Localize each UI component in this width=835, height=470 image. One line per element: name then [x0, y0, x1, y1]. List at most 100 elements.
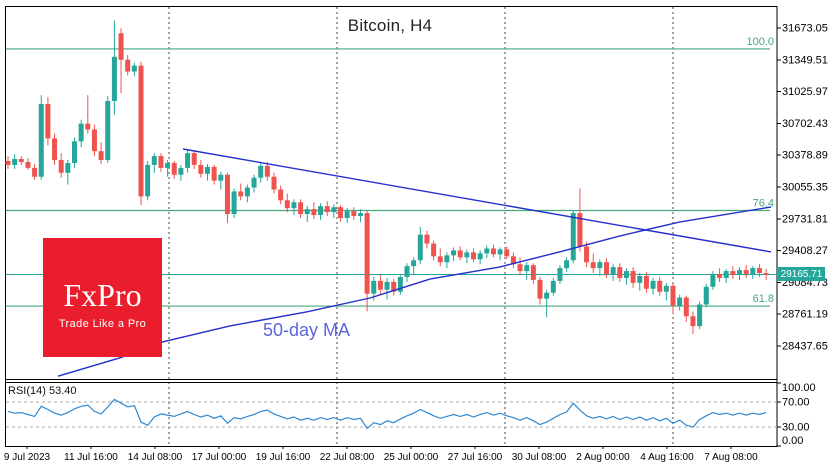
rsi-indicator-label: RSI(14) 53.40: [8, 385, 77, 397]
candle-body: [271, 176, 277, 190]
candle: [763, 269, 769, 280]
candle: [630, 267, 636, 288]
candle-body: [224, 174, 230, 215]
time-axis-label: 14 Jul 08:00: [128, 452, 183, 463]
candle-body: [737, 270, 742, 275]
candle: [38, 95, 44, 180]
candle: [111, 20, 117, 115]
candle-body: [517, 264, 523, 272]
candle: [25, 158, 31, 170]
candle: [677, 294, 683, 311]
candle: [424, 230, 430, 249]
candle-body: [604, 262, 609, 275]
candle: [344, 208, 350, 223]
candle: [218, 171, 224, 190]
candle-body: [65, 162, 71, 173]
candle: [324, 201, 330, 217]
candle-body: [743, 270, 749, 275]
candle-body: [278, 189, 284, 201]
time-axis-label: 11 Jul 16:00: [64, 452, 118, 463]
candle-body: [717, 274, 723, 278]
price-axis-label: 29731.81: [782, 213, 828, 225]
candle: [544, 289, 550, 318]
candle-body: [417, 234, 423, 261]
candle-body: [72, 141, 77, 163]
candle: [411, 257, 417, 275]
candle-body: [85, 123, 91, 130]
candle-body: [477, 253, 483, 260]
candle-body: [158, 156, 164, 168]
candle-body: [324, 206, 330, 213]
candle: [697, 301, 703, 330]
candle-body: [577, 213, 583, 247]
price-axis-label: 31673.05: [782, 23, 828, 35]
candle-body: [384, 281, 390, 290]
candle-body: [105, 101, 111, 161]
price-axis-label: 28437.65: [782, 340, 828, 352]
rsi-line: [7, 398, 767, 430]
candle: [351, 207, 357, 220]
candle: [211, 164, 217, 185]
candle-body: [756, 268, 762, 274]
price-axis-label: 30378.89: [782, 150, 828, 162]
candle-body: [550, 280, 556, 293]
fib-level-label: 100.0: [746, 36, 774, 48]
candle: [657, 276, 663, 296]
candle: [397, 274, 403, 295]
candle: [490, 244, 496, 258]
candle-body: [284, 200, 290, 209]
time-axis-label: 25 Jul 00:00: [384, 452, 439, 463]
candle-body: [244, 187, 250, 197]
candle: [138, 61, 144, 206]
candle-body: [264, 165, 270, 177]
candle-body: [564, 260, 570, 269]
candle-body: [677, 297, 683, 306]
candle: [717, 268, 723, 282]
candle-body: [504, 249, 510, 257]
candle-body: [111, 56, 117, 102]
candle: [105, 96, 111, 163]
candle-body: [165, 162, 171, 168]
fib-level-label: 76.4: [753, 198, 774, 210]
candle-body: [437, 256, 443, 263]
candle-body: [510, 256, 516, 265]
candle: [338, 205, 343, 222]
candle-body: [291, 202, 297, 209]
candle: [643, 272, 649, 293]
fxpro-logo-tagline: Trade Like a Pro: [58, 318, 147, 330]
candle-body: [544, 292, 550, 299]
candle-body: [457, 250, 463, 258]
candle-body: [703, 286, 709, 305]
candle-body: [91, 129, 97, 152]
candle-body: [524, 265, 530, 272]
candle: [437, 248, 443, 267]
candle: [464, 249, 470, 264]
candle-body: [131, 65, 137, 72]
candle: [431, 240, 437, 261]
price-axis-label: 31349.51: [782, 54, 828, 66]
time-axis-label: 27 Jul 16:00: [448, 452, 503, 463]
candle-body: [258, 165, 264, 178]
candlestick-series: [5, 20, 769, 334]
candle-body: [557, 268, 563, 281]
time-axis-label: 9 Jul 2023: [4, 452, 51, 463]
candle: [384, 277, 390, 300]
candle-body: [497, 249, 503, 255]
candle: [590, 253, 596, 274]
candle: [284, 193, 290, 213]
candle: [577, 188, 583, 252]
fxpro-logo-wordmark: FxPro: [63, 277, 142, 313]
candle: [756, 264, 762, 277]
candle: [584, 241, 590, 268]
rsi-axis-label: 0.00: [782, 435, 803, 447]
candle-body: [670, 285, 676, 306]
candle: [457, 246, 463, 261]
price-axis-label: 30055.35: [782, 182, 828, 194]
candle: [258, 162, 264, 183]
candle: [670, 283, 676, 314]
candle-body: [590, 262, 596, 269]
candle: [244, 184, 250, 203]
candle-body: [118, 33, 124, 60]
candle: [650, 277, 656, 295]
